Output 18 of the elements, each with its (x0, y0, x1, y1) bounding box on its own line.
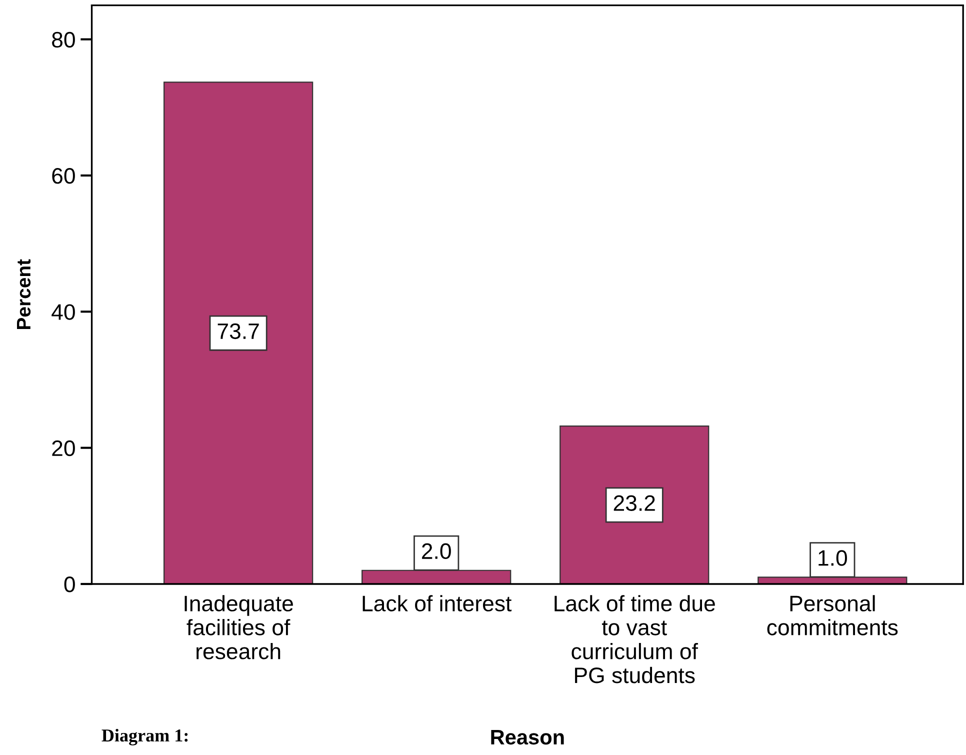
y-tick-label: 20 (52, 440, 75, 456)
data-label: 1.0 (818, 550, 847, 566)
data-label: 73.7 (218, 323, 259, 340)
x-tick-label: Lack of time due to vast curriculum of PG students (554, 595, 715, 684)
x-tick-label: Lack of interest (362, 595, 512, 612)
bar (163, 82, 314, 584)
text: Diagram 1: (102, 728, 188, 746)
data-label: 23.2 (614, 495, 655, 511)
x-tick-label: Personal commitments (767, 595, 898, 636)
y-axis-title: Percent (17, 259, 31, 329)
y-tick-label: 80 (52, 32, 75, 48)
y-tick-label: 60 (52, 168, 75, 184)
bar (560, 425, 710, 584)
x-tick-label: Inadequate facilities of research (184, 595, 293, 660)
data-label: 2.0 (422, 543, 451, 560)
y-tick-label: 40 (52, 304, 75, 320)
x-axis-title: Reason (491, 730, 564, 745)
y-tick-label: 0 (64, 576, 75, 592)
